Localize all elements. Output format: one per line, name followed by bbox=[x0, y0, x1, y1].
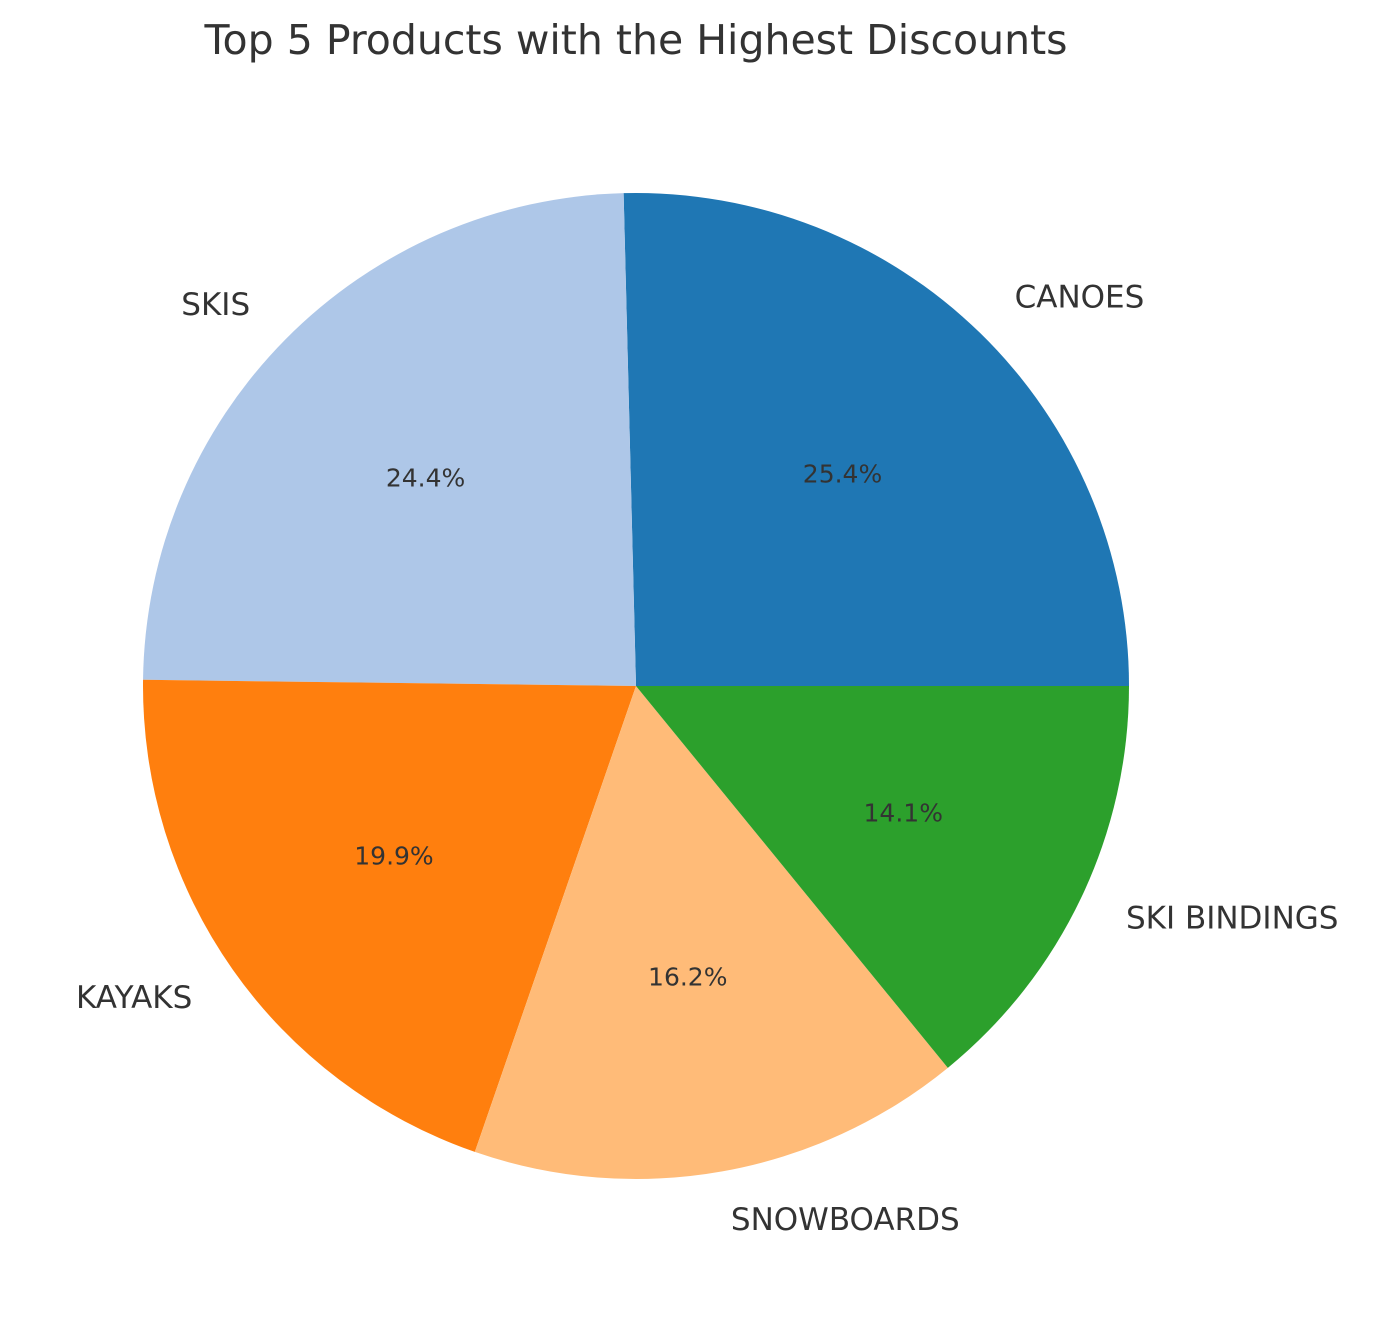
percent-label-skis: 24.4% bbox=[386, 464, 465, 493]
chart-title: Top 5 Products with the Highest Discount… bbox=[203, 16, 1067, 64]
pie-slices bbox=[143, 193, 1129, 1179]
slice-label-canoes: CANOES bbox=[1015, 280, 1145, 316]
percent-label-kayaks: 19.9% bbox=[354, 842, 433, 871]
slice-label-ski-bindings: SKI BINDINGS bbox=[1126, 900, 1339, 936]
pie-slice-canoes bbox=[624, 193, 1129, 686]
slice-label-kayaks: KAYAKS bbox=[76, 980, 192, 1016]
slice-label-snowboards: SNOWBOARDS bbox=[731, 1202, 960, 1238]
slice-label-skis: SKIS bbox=[181, 287, 250, 323]
percent-label-ski-bindings: 14.1% bbox=[864, 798, 943, 827]
percent-label-snowboards: 16.2% bbox=[648, 963, 727, 992]
pie-slice-skis bbox=[143, 193, 636, 686]
percent-label-canoes: 25.4% bbox=[803, 460, 882, 489]
